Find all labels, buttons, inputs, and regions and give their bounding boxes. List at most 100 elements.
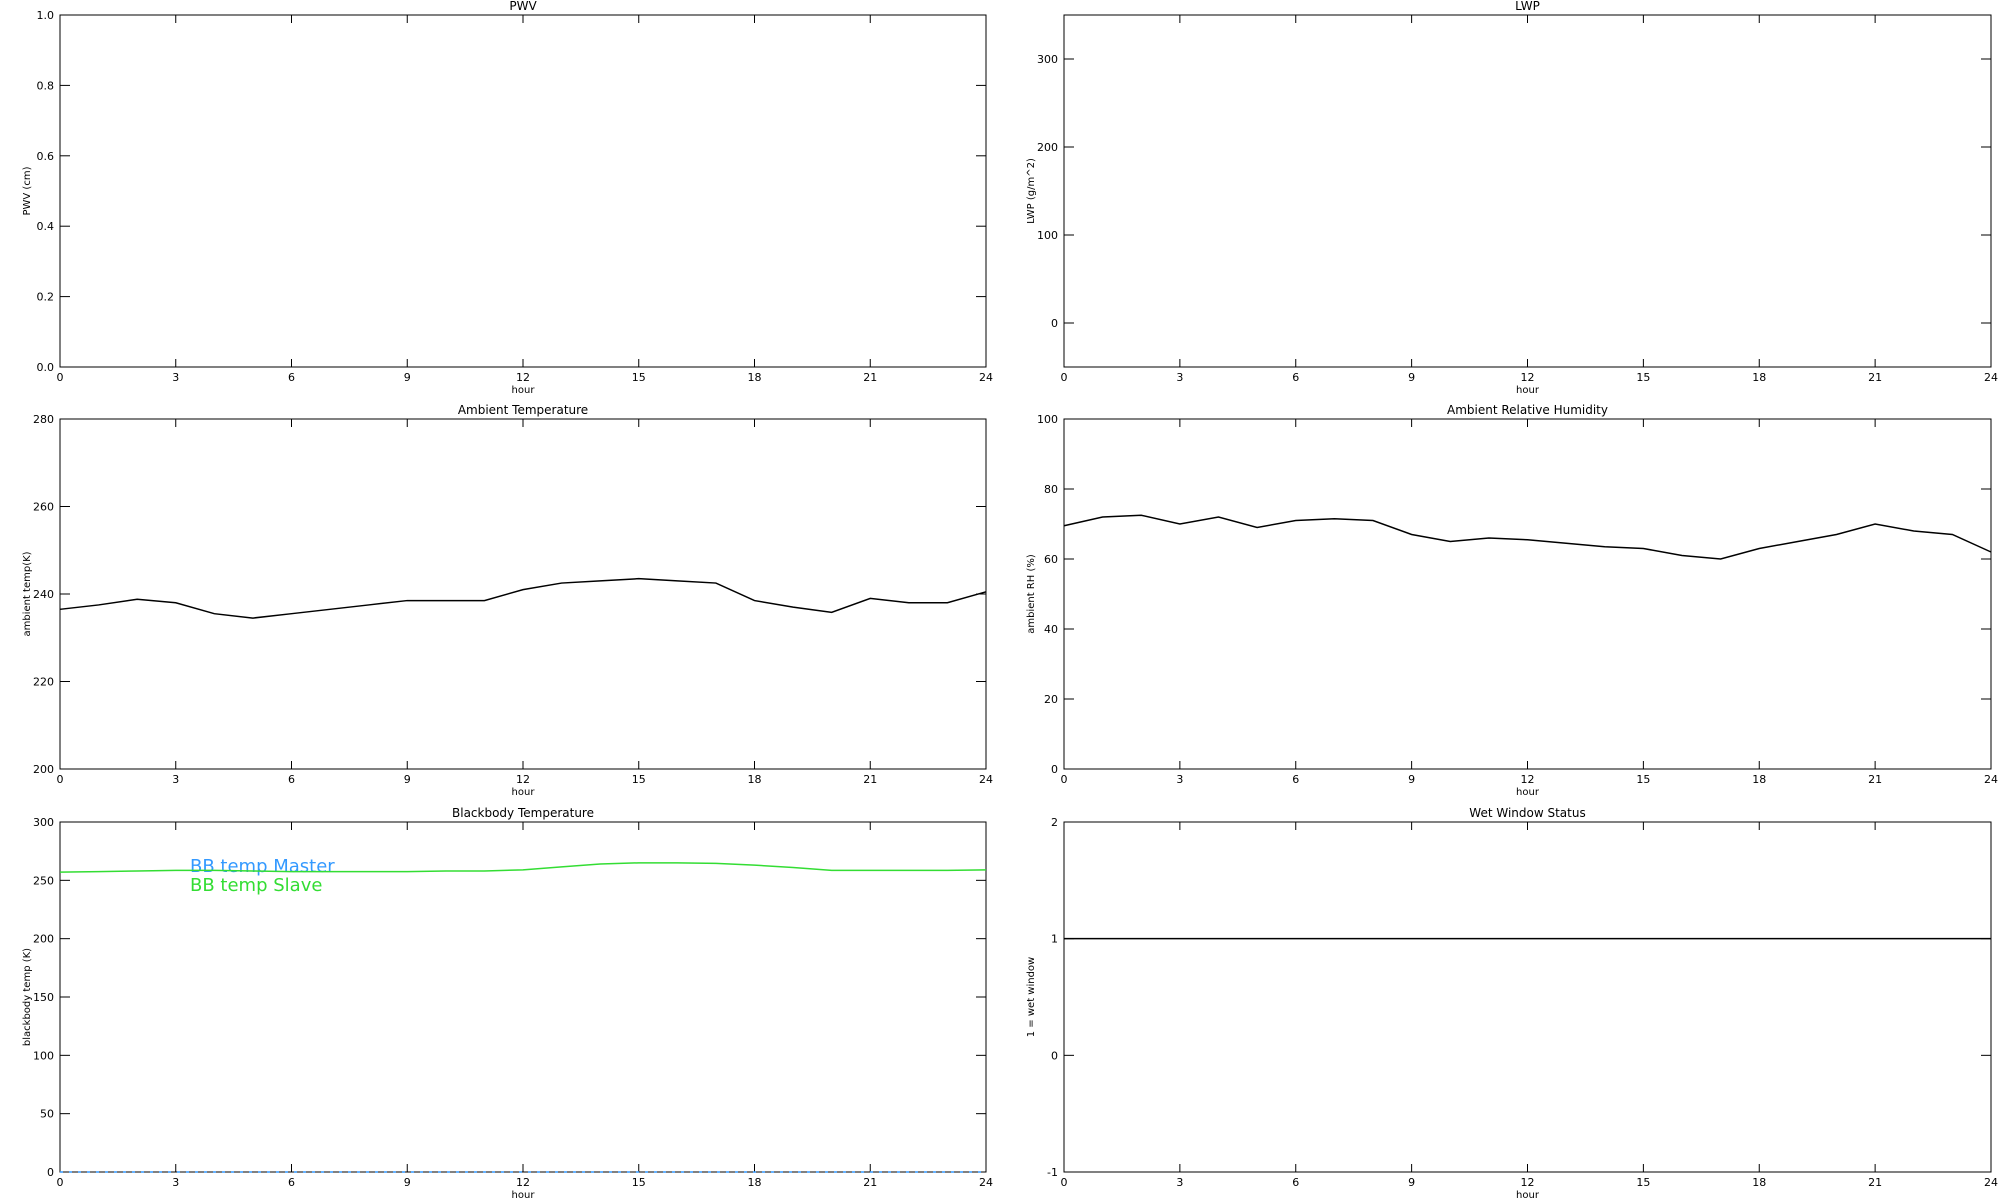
x-tick-label: 15 [1636,371,1650,384]
x-tick-label: 9 [1408,773,1415,786]
x-tick-label: 21 [1868,371,1882,384]
y-tick-label: 0.6 [37,150,55,163]
chart-title: PWV [509,0,537,13]
x-axis-label: hour [512,787,536,798]
legend-entry: BB temp Slave [190,875,322,896]
x-tick-label: 0 [57,1176,64,1189]
x-tick-label: 6 [1292,773,1299,786]
y-tick-label: 300 [1037,53,1058,66]
x-tick-label: 18 [1752,371,1766,384]
x-tick-label: 3 [172,773,179,786]
y-tick-label: 300 [33,816,54,829]
y-tick-label: 200 [33,763,54,776]
x-tick-label: 18 [748,1176,762,1189]
x-tick-label: 3 [1176,371,1183,384]
x-tick-label: 0 [57,773,64,786]
x-tick-label: 24 [979,371,993,384]
y-tick-label: 0 [1051,317,1058,330]
x-tick-label: 12 [1521,773,1535,786]
x-tick-label: 0 [1061,1176,1068,1189]
x-axis-label: hour [1516,787,1540,798]
x-tick-label: 15 [632,1176,646,1189]
x-axis-label: hour [1516,385,1540,396]
plot-frame [1063,14,1992,368]
y-axis-label: ambient temp(K) [22,551,33,636]
x-tick-label: 12 [1521,1176,1535,1189]
x-tick-label: 3 [172,1176,179,1189]
y-tick-label: 2 [1051,816,1058,829]
x-tick-label: 21 [863,773,877,786]
y-tick-label: -1 [1047,1166,1058,1179]
y-axis-label: blackbody temp (K) [22,948,33,1046]
x-tick-label: 9 [404,773,411,786]
y-tick-label: 220 [33,676,54,689]
plot-frame [1063,821,1992,1173]
data-line [59,862,987,873]
x-tick-label: 0 [57,371,64,384]
y-tick-label: 20 [1044,693,1058,706]
y-tick-label: 0.4 [37,220,55,233]
plot-frame [59,418,987,770]
x-axis-label: hour [512,1190,536,1200]
x-tick-label: 9 [1408,371,1415,384]
y-axis-label: ambient RH (%) [1026,554,1037,634]
y-tick-label: 100 [1037,229,1058,242]
x-tick-label: 3 [1176,773,1183,786]
y-tick-label: 1.0 [37,9,55,22]
x-tick-label: 15 [1636,773,1650,786]
x-tick-label: 9 [404,371,411,384]
y-tick-label: 0 [47,1166,54,1179]
x-tick-label: 6 [1292,371,1299,384]
x-axis-label: hour [1516,1190,1540,1200]
x-tick-label: 24 [979,1176,993,1189]
y-tick-label: 100 [33,1049,54,1062]
x-tick-label: 24 [1984,773,1998,786]
chart-title: LWP [1515,0,1540,13]
y-tick-label: 250 [33,874,54,887]
data-line [1063,514,1992,560]
x-tick-label: 15 [632,371,646,384]
x-tick-label: 21 [1868,1176,1882,1189]
x-tick-label: 3 [172,371,179,384]
y-tick-label: 100 [1037,413,1058,426]
x-tick-label: 6 [288,371,295,384]
y-tick-label: 280 [33,413,54,426]
y-tick-label: 200 [33,933,54,946]
y-axis-label: LWP (g/m^2) [1026,158,1037,224]
x-tick-label: 15 [632,773,646,786]
y-tick-label: 260 [33,501,54,514]
x-tick-label: 12 [516,371,530,384]
x-tick-label: 18 [748,773,762,786]
chart-title: Ambient Temperature [458,403,588,417]
y-tick-label: 0 [1051,763,1058,776]
x-tick-label: 24 [1984,371,1998,384]
x-tick-label: 18 [1752,1176,1766,1189]
x-tick-label: 18 [748,371,762,384]
x-tick-label: 9 [1408,1176,1415,1189]
x-axis-label: hour [512,385,536,396]
chart-title: Wet Window Status [1469,806,1585,820]
x-tick-label: 24 [979,773,993,786]
legend-entry: BB temp Master [190,856,335,877]
x-tick-label: 12 [516,1176,530,1189]
y-tick-label: 50 [40,1108,54,1121]
y-tick-label: 0.2 [37,291,55,304]
x-tick-label: 6 [288,773,295,786]
x-tick-label: 9 [404,1176,411,1189]
x-tick-label: 15 [1636,1176,1650,1189]
y-axis-label: 1 = wet window [1026,957,1037,1037]
y-tick-label: 150 [33,991,54,1004]
y-tick-label: 0.8 [37,79,55,92]
y-tick-label: 80 [1044,483,1058,496]
x-tick-label: 12 [516,773,530,786]
y-tick-label: 40 [1044,623,1058,636]
chart-title: Ambient Relative Humidity [1447,403,1608,417]
y-tick-label: 0.0 [37,361,55,374]
x-tick-label: 21 [1868,773,1882,786]
x-tick-label: 3 [1176,1176,1183,1189]
data-line [59,577,987,619]
y-tick-label: 1 [1051,933,1058,946]
y-tick-label: 200 [1037,141,1058,154]
y-tick-label: 0 [1051,1049,1058,1062]
x-tick-label: 6 [288,1176,295,1189]
